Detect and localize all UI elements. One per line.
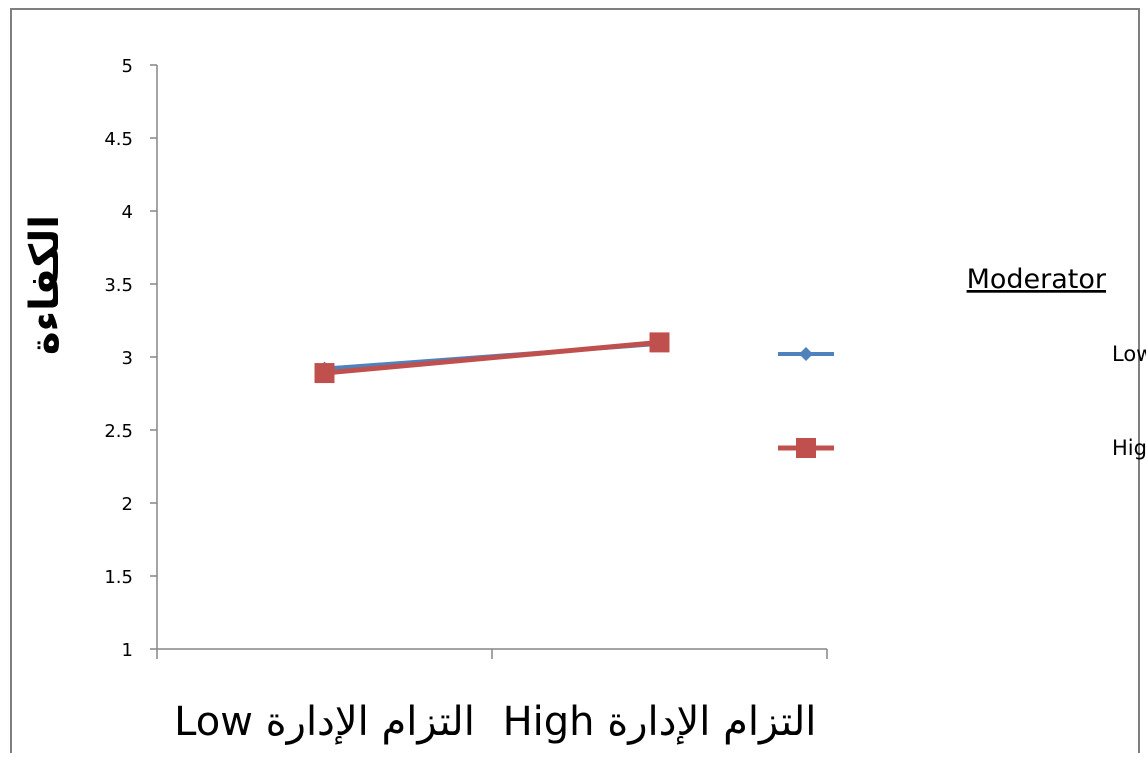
legend-label: المعتقدات التنظيمية High <box>1112 436 1146 460</box>
legend-marker <box>796 438 816 458</box>
y-tick-label: 4.5 <box>104 129 133 150</box>
legend-title: Moderator <box>967 264 1107 295</box>
y-tick-label: 3.5 <box>104 275 133 296</box>
series-line <box>324 339 660 376</box>
y-axis: 1 1.5 2 2.5 3 3.5 4 4.5 5 <box>104 56 158 661</box>
y-tick-label: 1 <box>122 640 133 661</box>
legend: Moderator المعتقدات التنظيمية Low المعتقد… <box>778 264 1146 460</box>
y-tick-label: 2 <box>122 494 133 515</box>
series-group <box>314 332 670 384</box>
x-axis: التزام الإدارة Low التزام الإدارة High <box>156 648 828 745</box>
y-tick-label: 2.5 <box>104 421 133 442</box>
data-point <box>314 363 335 384</box>
y-tick-label: 1.5 <box>104 567 133 588</box>
x-category-label: التزام الإدارة High <box>503 699 817 745</box>
y-tick-label: 4 <box>122 202 133 223</box>
data-point <box>649 332 670 353</box>
legend-marker <box>799 347 813 361</box>
legend-label: المعتقدات التنظيمية Low <box>1112 342 1146 366</box>
chart-frame <box>10 8 1140 753</box>
y-tick-label: 3 <box>122 348 133 369</box>
x-category-label: التزام الإدارة Low <box>174 699 475 745</box>
y-tick-label: 5 <box>122 56 133 77</box>
y-axis-label: الكفاءة <box>22 215 68 355</box>
